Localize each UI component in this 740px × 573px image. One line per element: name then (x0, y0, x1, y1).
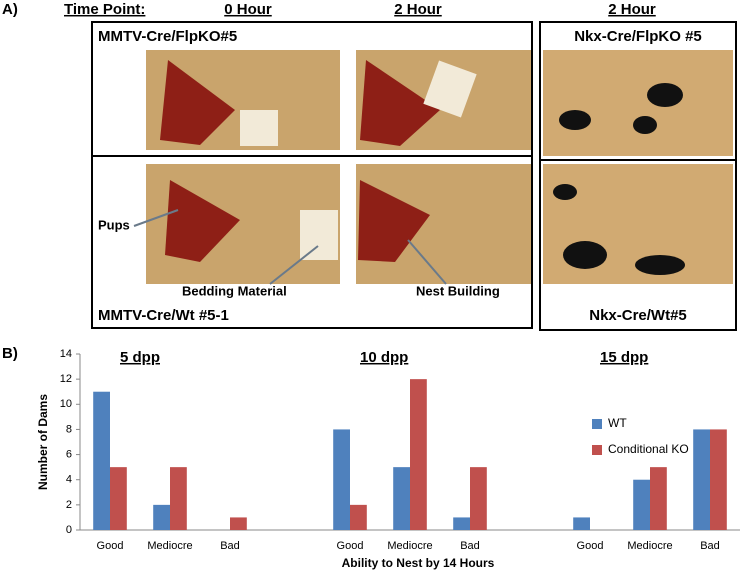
y-tick-label: 6 (66, 448, 72, 460)
bar (333, 429, 350, 530)
callout: Bedding Material (182, 283, 287, 298)
y-tick-label: 2 (66, 499, 72, 511)
label-bg (96, 26, 276, 48)
column-label: 2 Hour (394, 1, 442, 18)
x-tick-label: Good (577, 540, 604, 552)
bar (170, 467, 187, 530)
bar (93, 391, 110, 530)
legend-swatch (592, 445, 602, 455)
y-tick-label: 12 (60, 373, 72, 385)
y-tick-label: 0 (66, 524, 72, 536)
x-axis-label: Ability to Nest by 14 Hours (342, 556, 495, 570)
column-label: 2 Hour (608, 1, 656, 18)
bar (470, 467, 487, 530)
annotation: 15 dpp (600, 349, 648, 366)
x-tick-label: Bad (460, 540, 480, 552)
bar (410, 379, 427, 530)
bar (350, 504, 367, 530)
y-axis-label: Number of Dams (36, 394, 50, 490)
x-tick-label: Good (337, 540, 364, 552)
annotation: 5 dpp (120, 349, 160, 366)
x-tick-label: Mediocre (147, 540, 192, 552)
callout: Pups (98, 217, 130, 232)
bar (693, 429, 710, 530)
panel-label: A) (2, 1, 18, 18)
y-tick-label: 14 (60, 348, 72, 360)
callout: Nest Building (416, 283, 500, 298)
group-label: Nkx-Cre/FlpKO #5 (574, 28, 702, 45)
bar (710, 429, 727, 530)
x-tick-label: Bad (220, 540, 240, 552)
callout-arrows (133, 209, 447, 285)
x-tick-label: Good (97, 540, 124, 552)
y-tick-label: 8 (66, 423, 72, 435)
y-tick-label: 4 (66, 474, 72, 486)
photos (146, 50, 733, 284)
column-label: 0 Hour (224, 1, 272, 18)
annotation: 10 dpp (360, 349, 408, 366)
legend-swatch (592, 419, 602, 429)
bar (573, 517, 590, 530)
bar (393, 467, 410, 530)
group-label: MMTV-Cre/FlpKO#5 (98, 28, 237, 45)
x-tick-label: Mediocre (387, 540, 432, 552)
bar (153, 504, 170, 530)
x-tick-label: Mediocre (627, 540, 672, 552)
bar (633, 479, 650, 530)
group-label: MMTV-Cre/Wt #5-1 (98, 307, 229, 324)
legend-label: WT (608, 416, 627, 430)
panel-frames (91, 21, 737, 331)
bar (650, 467, 667, 530)
group-label: Nkx-Cre/Wt#5 (589, 307, 687, 324)
y-tick-label: 10 (60, 398, 72, 410)
x-tick-label: Bad (700, 540, 720, 552)
time-point: Time Point: (64, 1, 145, 18)
bar (110, 467, 127, 530)
bar (230, 517, 247, 530)
panel-label: B) (2, 345, 18, 362)
legend-label: Conditional KO (608, 442, 689, 456)
bar (453, 517, 470, 530)
